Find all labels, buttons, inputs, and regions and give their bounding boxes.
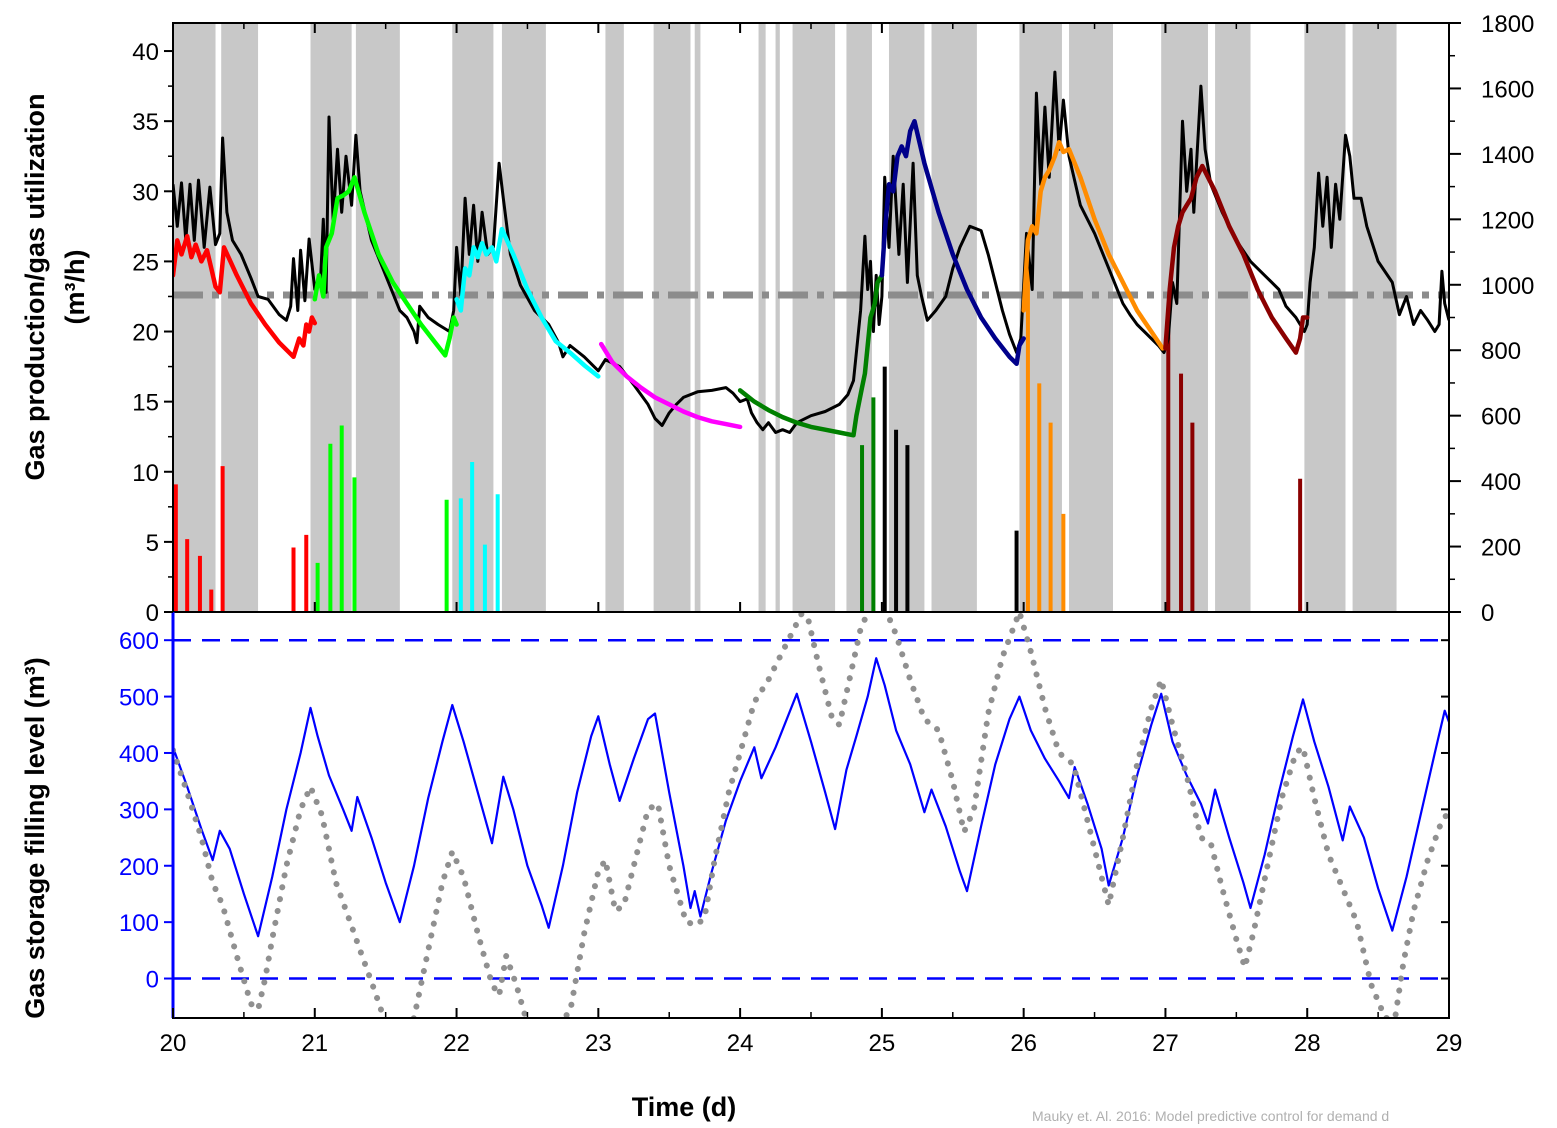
shaded-interval [653, 23, 691, 612]
xtick-label: 26 [1010, 1030, 1037, 1057]
top-ytick-label: 15 [132, 390, 159, 417]
utilization-line [312, 175, 459, 358]
shaded-interval [605, 23, 624, 612]
shaded-interval [792, 23, 836, 612]
xtick-label: 23 [585, 1030, 612, 1057]
bottom-ytick-label: 500 [119, 685, 159, 712]
shaded-interval [355, 23, 400, 612]
right-ytick-label: 200 [1481, 535, 1521, 562]
xtick-label: 27 [1152, 1030, 1179, 1057]
top-panel-shading [173, 23, 1397, 612]
top-ylabel-line1: Gas production/gas utilization [20, 93, 50, 480]
shaded-interval [775, 23, 780, 612]
xtick-label: 29 [1436, 1030, 1463, 1057]
top-ytick-label: 25 [132, 249, 159, 276]
bottom-ytick-label: 600 [119, 628, 159, 655]
xtick-label: 28 [1294, 1030, 1321, 1057]
top-ytick-label: 30 [132, 179, 159, 206]
source-credit: Mauky et. Al. 2016: Model predictive con… [1032, 1108, 1390, 1124]
utilization-line [1163, 163, 1310, 355]
right-ytick-label: 400 [1481, 469, 1521, 496]
bottom-ytick-label: 100 [119, 910, 159, 937]
axis-ticks: 0510152025303540020040060080010001200140… [119, 11, 1534, 1057]
utilization-line [454, 226, 601, 379]
utilization-line [598, 341, 743, 430]
right-ytick-label: 600 [1481, 404, 1521, 431]
shaded-interval [221, 23, 259, 612]
xtick-label: 24 [727, 1030, 754, 1057]
shaded-interval [173, 23, 216, 612]
shaded-interval [1215, 23, 1251, 612]
top-ytick-label: 35 [132, 109, 159, 136]
shaded-interval [758, 23, 766, 612]
shaded-interval [694, 23, 701, 612]
bottom-ytick-label: 0 [146, 967, 159, 994]
bottom-panel-lines [173, 612, 1449, 1018]
shaded-interval [1352, 23, 1397, 612]
bottom-ylabel: Gas storage filling level (m³) [20, 657, 50, 1019]
right-ytick-label: 1200 [1481, 207, 1534, 234]
top-ytick-label: 10 [132, 460, 159, 487]
top-ytick-label: 40 [132, 39, 159, 66]
xtick-label: 21 [301, 1030, 328, 1057]
bottom-ytick-label: 300 [119, 797, 159, 824]
right-ytick-label: 1800 [1481, 11, 1534, 38]
xtick-label: 22 [443, 1030, 470, 1057]
bottom-panel-limits [173, 638, 1449, 980]
xtick-label: 20 [160, 1030, 187, 1057]
storage-level-line [173, 657, 1449, 938]
utilization-line [1021, 139, 1165, 351]
bottom-ytick-label: 400 [119, 741, 159, 768]
top-ytick-label: 0 [146, 600, 159, 627]
right-ytick-label: 1600 [1481, 76, 1534, 103]
xlabel: Time (d) [632, 1092, 737, 1122]
right-ytick-label: 1000 [1481, 273, 1534, 300]
shaded-interval [1069, 23, 1113, 612]
utilization-line [173, 233, 318, 360]
top-ylabel-line2: (m³/h) [60, 250, 90, 325]
top-ytick-label: 20 [132, 320, 159, 347]
top-panel-lines [173, 70, 1449, 438]
utilization-line [737, 273, 885, 438]
utilization-line [879, 118, 1026, 367]
right-ytick-label: 1400 [1481, 142, 1534, 169]
shaded-interval [1304, 23, 1346, 612]
right-ytick-label: 0 [1481, 600, 1494, 627]
top-ytick-label: 5 [146, 530, 159, 557]
shaded-interval [931, 23, 977, 612]
shaded-interval [501, 23, 546, 612]
top-panel-feed-bars [173, 261, 1303, 612]
bottom-ytick-label: 200 [119, 854, 159, 881]
right-ytick-label: 800 [1481, 338, 1521, 365]
xtick-label: 25 [869, 1030, 896, 1057]
